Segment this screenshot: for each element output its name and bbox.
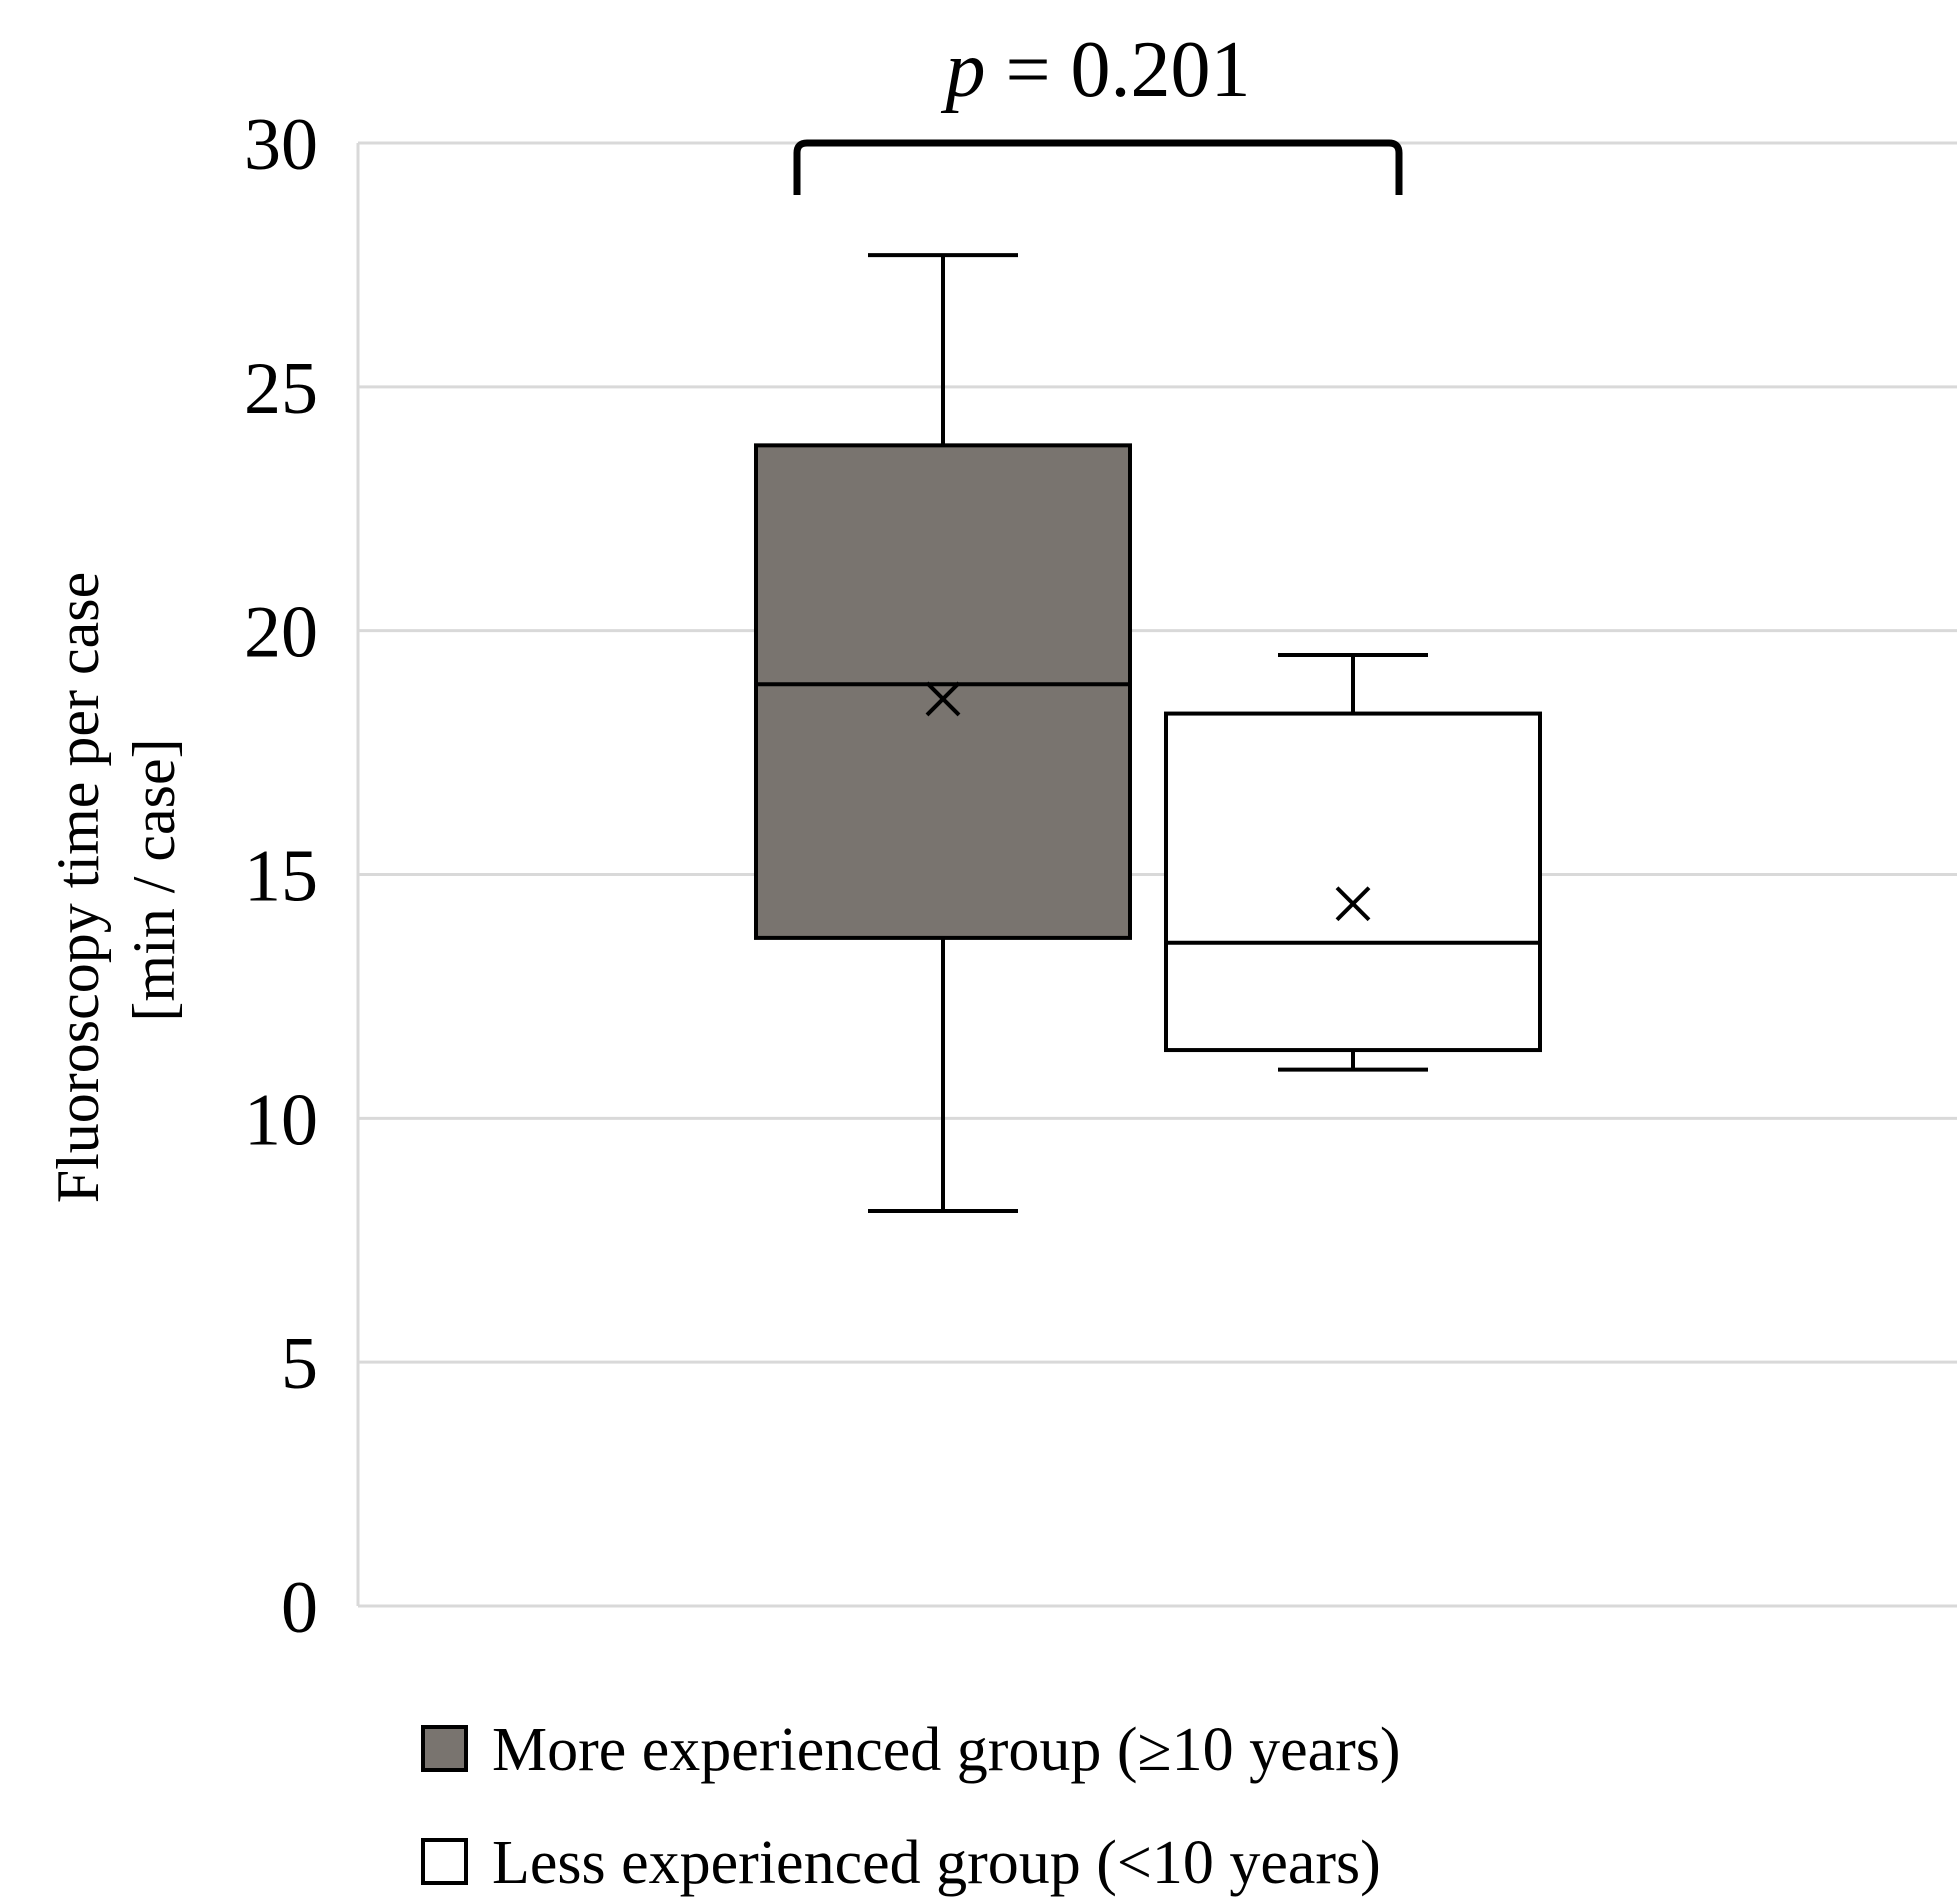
legend-swatch-less-experienced (421, 1838, 468, 1885)
y-tick-label-0: 0 (281, 1567, 318, 1649)
y-tick-label-20: 20 (244, 592, 318, 674)
p-value-annotation: p = 0.201 (940, 26, 1250, 114)
significance-bracket (793, 139, 1403, 195)
box-series-1 (1164, 653, 1542, 1072)
y-tick-label-10: 10 (244, 1079, 318, 1161)
y-tick-label-15: 15 (244, 836, 318, 918)
iqr-box (1164, 711, 1542, 1053)
y-axis-label: Fluoroscopy time per case [min / case] (45, 557, 187, 1204)
iqr-box (754, 443, 1132, 940)
gridlines (356, 141, 1957, 1608)
y-axis-label-line1: Fluoroscopy time per case (45, 572, 111, 1204)
y-axis-ticks: 0 5 10 15 20 25 30 (244, 104, 318, 1649)
box-series (754, 253, 1542, 1213)
box-series-0 (754, 253, 1132, 1213)
legend-label-more-experienced: More experienced group (≥10 years) (492, 1716, 1401, 1784)
y-tick-label-5: 5 (281, 1323, 318, 1405)
p-value-text: = 0.201 (985, 26, 1250, 114)
p-symbol: p (940, 26, 985, 114)
mean-marker (1335, 886, 1371, 922)
legend-label-less-experienced: Less experienced group (<10 years) (492, 1829, 1381, 1897)
y-tick-label-30: 30 (244, 104, 318, 186)
y-axis-label-line2: [min / case] (121, 738, 187, 1021)
legend: More experienced group (≥10 years) Less … (421, 1716, 1401, 1897)
mean-marker (925, 681, 961, 717)
legend-swatch-more-experienced (421, 1725, 468, 1772)
y-tick-label-25: 25 (244, 348, 318, 430)
